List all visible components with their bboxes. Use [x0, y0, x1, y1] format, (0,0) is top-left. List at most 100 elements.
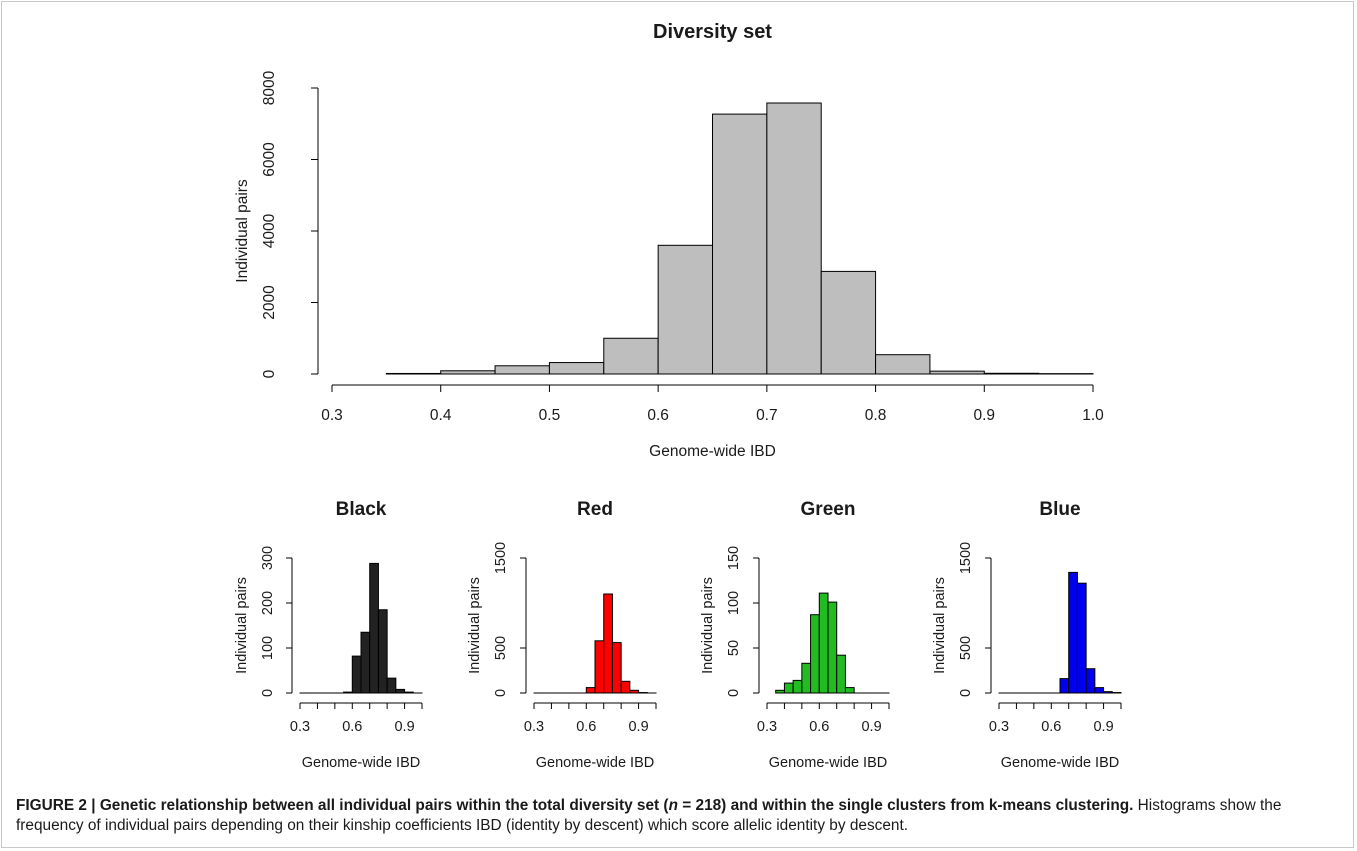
x-tick-label-main: 0.3 [321, 407, 343, 424]
histogram-bar-black [395, 688, 406, 694]
histogram-bar-black [369, 562, 379, 694]
histogram-bar-black [386, 677, 397, 694]
chart-title-blue: Blue [1039, 499, 1080, 520]
histogram-bar-green [844, 687, 855, 694]
histogram-bar-red [611, 642, 622, 694]
x-axis-label-blue: Genome-wide IBD [1001, 755, 1119, 771]
histogram-bar-green [775, 689, 785, 694]
x-tick-label-main: 0.8 [865, 407, 887, 424]
x-tick-label-blue: 0.6 [1041, 719, 1061, 735]
x-tick-label-red: 0.6 [576, 719, 596, 735]
caption-label: FIGURE 2 | Genetic relationship between … [16, 797, 1134, 814]
y-tick-label-red: 1500 [493, 542, 509, 574]
histogram-bar-main [929, 370, 985, 375]
histogram-bar-red [620, 680, 631, 694]
histogram-bar-main [494, 365, 550, 375]
histogram-bar-red [629, 689, 640, 694]
chart-title-green: Green [801, 499, 856, 520]
y-tick-label-red: 0 [493, 689, 509, 697]
y-axis-label-black: Individual pairs [234, 577, 250, 674]
histogram-green: Green 0 50 100 150 0.3 0.6 0.9 Genome-wide IBD In… [700, 499, 890, 771]
histogram-bar-main [603, 337, 659, 375]
x-tick-label-main: 0.9 [974, 407, 996, 424]
x-axis-label-red: Genome-wide IBD [536, 755, 654, 771]
x-tick-label-blue: 0.3 [989, 719, 1009, 735]
y-tick-label-black: 300 [260, 546, 276, 570]
x-axis-label-black: Genome-wide IBD [302, 755, 420, 771]
x-tick-label-black: 0.9 [394, 719, 414, 735]
histogram-bar-main [385, 372, 442, 375]
histogram-bar-main [548, 362, 605, 375]
histogram-blue: Blue 0 500 1500 0.3 0.6 0.9 Genome-wide IBD Indi… [932, 499, 1122, 771]
x-tick-label-black: 0.3 [290, 719, 310, 735]
y-tick-label-main: 8000 [261, 70, 278, 105]
histogram-bar-green [818, 592, 829, 694]
histogram-bar-black [404, 691, 414, 694]
histogram-bar-black [351, 655, 362, 694]
chart-title-black: Black [336, 499, 387, 520]
y-tick-label-main: 2000 [261, 285, 278, 320]
y-tick-label-green: 100 [726, 591, 742, 615]
histogram-bar-main [875, 354, 931, 375]
x-tick-label-main: 1.0 [1082, 407, 1104, 424]
x-tick-label-main: 0.4 [430, 407, 452, 424]
histogram-bar-main [766, 102, 822, 375]
y-tick-label-red: 500 [493, 636, 509, 660]
chart-title-main: Diversity set [653, 21, 772, 43]
histogram-bar-main [983, 372, 1040, 375]
y-tick-label-black: 0 [260, 689, 276, 697]
histogram-bar-main [657, 244, 714, 375]
y-tick-label-green: 150 [726, 546, 742, 570]
y-axis-label-blue: Individual pairs [932, 577, 948, 674]
histogram-red: Red 0 500 1500 0.3 0.6 0.9 Genome-wide IBD Indiv… [467, 499, 657, 771]
y-tick-label-black: 100 [260, 636, 276, 660]
y-tick-label-main: 6000 [261, 142, 278, 177]
histogram-bar-main [712, 113, 768, 375]
histogram-bar-blue [1103, 691, 1113, 694]
histogram-bar-main [440, 370, 496, 375]
y-tick-label-main: 4000 [261, 213, 278, 248]
x-tick-label-green: 0.6 [809, 719, 829, 735]
y-tick-label-green: 50 [726, 640, 742, 656]
histogram-bar-red [594, 640, 605, 694]
y-tick-label-blue: 0 [958, 689, 974, 697]
y-axis-label-red: Individual pairs [467, 577, 483, 674]
x-axis-label-main: Genome-wide IBD [649, 443, 776, 460]
x-tick-label-black: 0.6 [342, 719, 362, 735]
caption-text: Histograms show the frequency of individ… [16, 797, 1282, 834]
histogram-bar-blue [1094, 687, 1105, 694]
histogram-bar-green [836, 654, 846, 694]
histogram-bar-green [810, 614, 820, 694]
x-tick-label-green: 0.9 [861, 719, 881, 735]
histogram-bar-green [801, 662, 812, 694]
x-tick-label-main: 0.5 [539, 407, 561, 424]
y-axis-label-main: Individual pairs [234, 179, 251, 283]
x-tick-label-red: 0.9 [628, 719, 648, 735]
histogram-bar-red [585, 687, 596, 694]
histogram-bar-black [377, 609, 388, 694]
histogram-bar-green [827, 601, 838, 694]
histogram-bar-blue [1059, 678, 1070, 694]
histogram-bar-blue [1076, 582, 1087, 694]
histogram-main: Diversity set 0 2000 4000 6000 8000 0.3 0.4 0.5 0… [234, 21, 1104, 460]
x-tick-label-main: 0.7 [756, 407, 778, 424]
x-tick-label-blue: 0.9 [1093, 719, 1113, 735]
histogram-bar-blue [1068, 571, 1078, 694]
histogram-bar-red [603, 593, 613, 694]
y-tick-label-green: 0 [726, 689, 742, 697]
histogram-bar-green [792, 679, 803, 694]
y-tick-label-black: 200 [260, 591, 276, 615]
y-tick-label-blue: 500 [958, 636, 974, 660]
x-tick-label-green: 0.3 [757, 719, 777, 735]
y-tick-label-main: 0 [261, 369, 278, 378]
x-tick-label-main: 0.6 [647, 407, 669, 424]
x-axis-label-green: Genome-wide IBD [769, 755, 887, 771]
histogram-black: Black 0 100 200 300 0.3 0.6 0.9 Genome-wide IBD I… [234, 499, 423, 771]
y-axis-label-green: Individual pairs [700, 577, 716, 674]
x-tick-label-red: 0.3 [524, 719, 544, 735]
chart-title-red: Red [577, 499, 613, 520]
histogram-bar-green [783, 682, 794, 694]
y-tick-label-blue: 1500 [958, 542, 974, 574]
